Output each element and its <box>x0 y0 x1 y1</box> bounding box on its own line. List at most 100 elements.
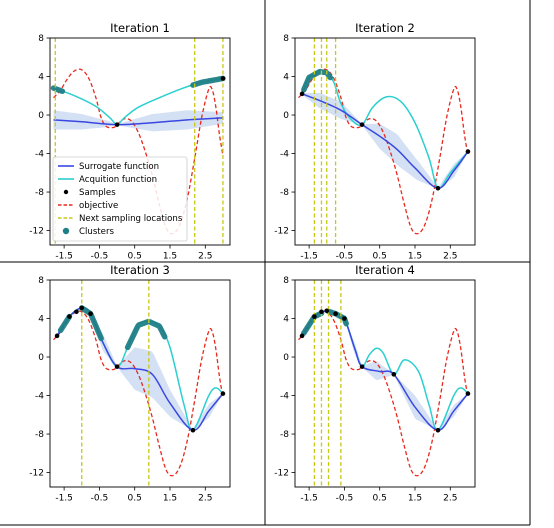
axes-frame <box>49 37 231 246</box>
y-tick-label: -8 <box>35 188 44 198</box>
sample-point-7 <box>359 364 365 369</box>
axes-frame <box>294 37 476 246</box>
y-tick-label: 8 <box>283 34 289 44</box>
panel-title: Iteration 3 <box>110 263 170 277</box>
y-tick-label: 4 <box>283 315 289 325</box>
panel-title: Iteration 1 <box>110 21 170 35</box>
y-tick-label: -4 <box>35 392 44 402</box>
cluster-1 <box>50 85 66 95</box>
y-tick-label: 0 <box>283 353 289 363</box>
uncertainty-band <box>302 309 468 431</box>
y-tick-label: 8 <box>38 34 44 44</box>
y-tick-label: -8 <box>35 430 44 440</box>
x-tick-label: 1.5 <box>408 252 422 262</box>
sample-point-5 <box>88 311 93 316</box>
chart-panels: -1.5 -0.5 0.5 1.5 2.5 8 4 0 -4 -8 -12 Iteration 1 Su… <box>29 21 476 504</box>
x-tick-label: -0.5 <box>336 252 354 262</box>
x-tick-label: 1.5 <box>163 252 177 262</box>
cluster-1 <box>301 68 334 93</box>
plot-area <box>298 280 471 487</box>
legend: Surrogate function Acquition function Samp… <box>52 156 188 242</box>
plot-area <box>53 280 226 487</box>
x-tick-label: 0.5 <box>373 252 387 262</box>
x-tick-label: 2.5 <box>198 494 212 504</box>
y-tick-label: -12 <box>29 469 44 479</box>
sample-point-1 <box>54 333 60 339</box>
x-tick-label: -0.5 <box>91 494 109 504</box>
x-tick-label: 1.5 <box>408 494 422 504</box>
surrogate-line <box>301 93 469 189</box>
plot-area <box>298 38 471 245</box>
sample-point-10 <box>465 391 471 396</box>
sample-point-7 <box>190 427 196 433</box>
x-tick-label: -1.5 <box>300 494 318 504</box>
y-tick-label: -4 <box>35 150 44 160</box>
sample-point-5 <box>333 311 338 316</box>
sample-point-2 <box>312 314 317 319</box>
sample-point-1 <box>299 91 305 97</box>
legend-label-next: Next sampling locations <box>79 214 183 224</box>
x-tick-label: 2.5 <box>443 494 457 504</box>
sample-point-2 <box>67 314 72 319</box>
cluster-2 <box>190 75 226 88</box>
y-tick-label: -12 <box>274 227 289 237</box>
objective-line <box>298 310 469 477</box>
sample-point-3 <box>319 309 324 315</box>
x-tick-label: 1.5 <box>163 494 177 504</box>
y-tick-label: 0 <box>38 111 44 121</box>
axes-frame <box>49 279 231 488</box>
y-tick-label: -8 <box>280 188 289 198</box>
y-tick-label: 8 <box>38 276 44 286</box>
x-tick-label: -0.5 <box>336 494 354 504</box>
objective-line <box>53 310 224 477</box>
y-tick-label: 0 <box>38 353 44 363</box>
sample-point-1 <box>299 333 305 339</box>
x-tick-label: 2.5 <box>443 252 457 262</box>
x-tick-label: -1.5 <box>55 252 73 262</box>
panel-2: -1.5 -0.5 0.5 1.5 2.5 8 4 0 -4 -8 -12 Iteration 2 <box>274 21 476 262</box>
y-tick-label: -8 <box>280 430 289 440</box>
sample-point-8 <box>220 391 226 396</box>
sample-point-9 <box>435 427 441 433</box>
sample-point-4 <box>79 305 85 311</box>
y-tick-label: -12 <box>274 469 289 479</box>
legend-swatch-samples <box>63 189 69 195</box>
uncertainty-band <box>53 110 223 132</box>
x-tick-label: 0.5 <box>128 494 142 504</box>
sample-point-1 <box>114 122 120 127</box>
objective-line <box>53 68 224 235</box>
x-tick-label: -1.5 <box>55 494 73 504</box>
panel-4: -1.5 -0.5 0.5 1.5 2.5 8 4 0 -4 -8 -12 Iteration 4 <box>274 263 476 504</box>
x-tick-label: -1.5 <box>300 252 318 262</box>
sample-point-4 <box>324 308 330 314</box>
sample-point-3 <box>435 185 441 191</box>
sample-point-6 <box>342 316 347 321</box>
y-tick-label: 8 <box>283 276 289 286</box>
x-tick-label: -0.5 <box>91 252 109 262</box>
legend-label-objective: objective <box>79 201 118 211</box>
sample-point-2 <box>220 76 226 81</box>
acquisition-line <box>53 77 224 126</box>
panel-title: Iteration 2 <box>355 21 415 35</box>
legend-swatch-clusters <box>62 227 70 235</box>
surrogate-line <box>53 117 223 126</box>
x-tick-label: 0.5 <box>128 252 142 262</box>
panel-3: -1.5 -0.5 0.5 1.5 2.5 8 4 0 -4 -8 -12 Iteration 3 <box>29 263 231 504</box>
y-tick-label: 0 <box>283 111 289 121</box>
legend-label-clusters: Clusters <box>79 227 115 237</box>
y-tick-label: 4 <box>38 73 44 83</box>
legend-box <box>52 156 188 242</box>
plot-area <box>50 38 226 245</box>
cluster-1 <box>301 310 325 336</box>
y-tick-label: -4 <box>280 392 289 402</box>
panel-1: -1.5 -0.5 0.5 1.5 2.5 8 4 0 -4 -8 -12 Iteration 1 Su… <box>29 21 231 262</box>
sample-point-6 <box>114 364 120 369</box>
y-tick-label: -12 <box>29 227 44 237</box>
cluster-1 <box>57 313 73 334</box>
legend-label-acquisition: Acquition function <box>79 175 157 185</box>
sample-point-4 <box>465 149 471 154</box>
panel-title: Iteration 4 <box>355 263 415 277</box>
legend-label-samples: Samples <box>79 188 116 198</box>
sample-point-2 <box>359 122 365 127</box>
